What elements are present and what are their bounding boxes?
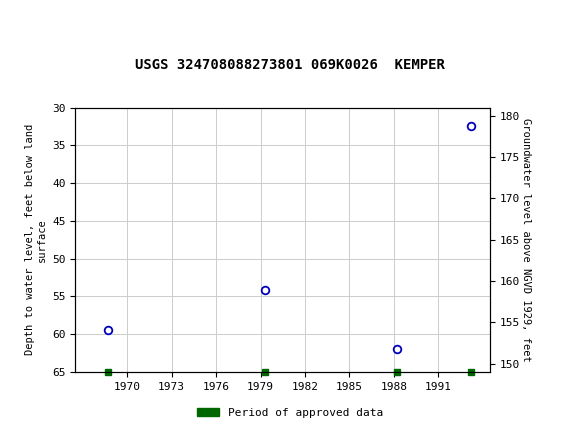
- Y-axis label: Depth to water level, feet below land
surface: Depth to water level, feet below land su…: [25, 124, 46, 355]
- Y-axis label: Groundwater level above NGVD 1929, feet: Groundwater level above NGVD 1929, feet: [521, 118, 531, 362]
- Text: ▒USGS: ▒USGS: [9, 9, 63, 30]
- Text: USGS 324708088273801 069K0026  KEMPER: USGS 324708088273801 069K0026 KEMPER: [135, 58, 445, 72]
- Legend: Period of approved data: Period of approved data: [193, 403, 387, 422]
